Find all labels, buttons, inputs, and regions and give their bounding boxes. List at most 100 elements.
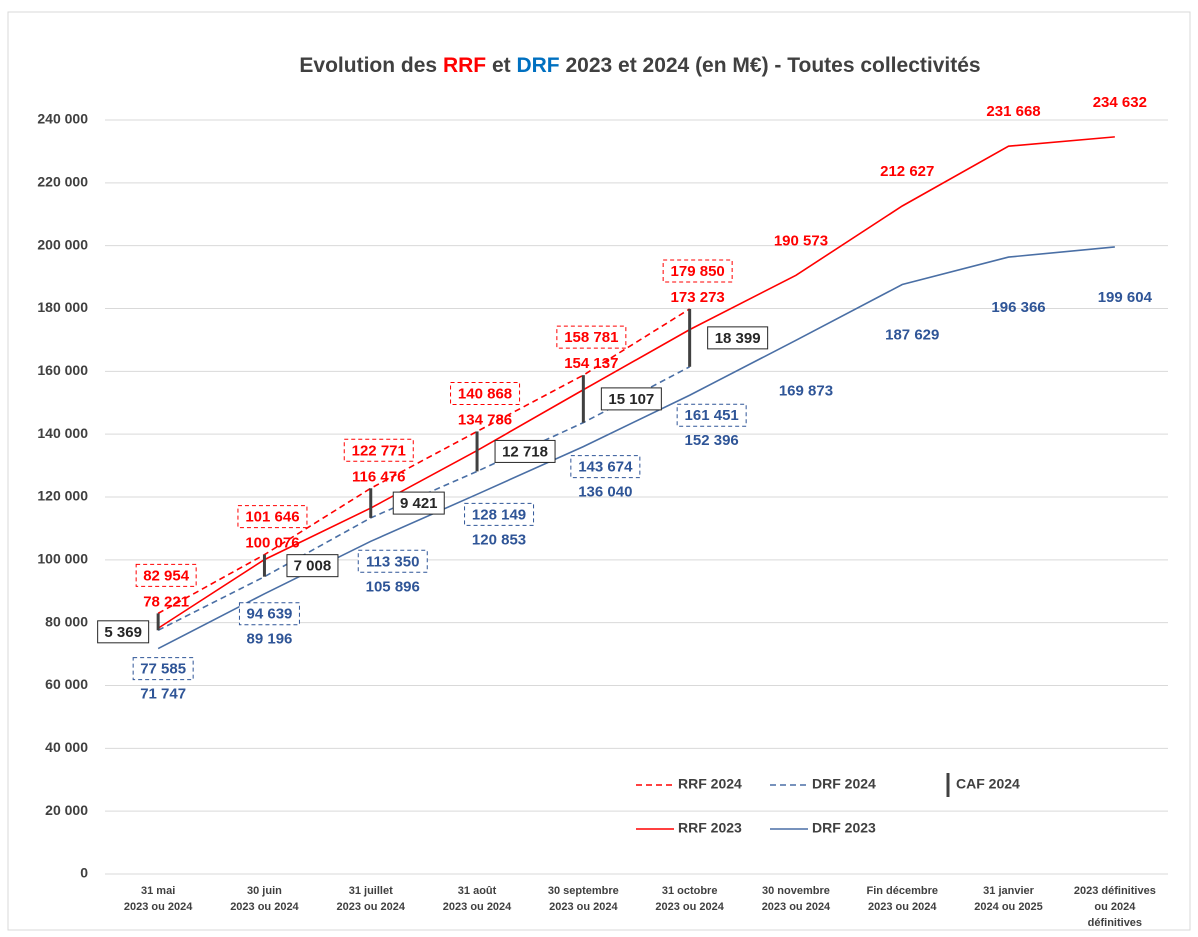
x-tick-label: 31 août xyxy=(458,885,497,897)
data-label: 101 646 xyxy=(245,509,299,526)
data-label: 173 273 xyxy=(671,289,725,306)
data-label: 234 632 xyxy=(1093,94,1147,111)
y-tick-label: 140 000 xyxy=(37,425,88,441)
data-label: 212 627 xyxy=(880,163,934,180)
data-label: 82 954 xyxy=(143,567,190,584)
x-tick-label: 2023 ou 2024 xyxy=(868,901,937,913)
label-box xyxy=(570,455,641,479)
label-box xyxy=(662,259,733,283)
caf-label-box xyxy=(600,387,662,411)
data-label: 187 629 xyxy=(885,327,939,344)
data-label: 100 076 xyxy=(245,535,299,552)
data-label: 12 718 xyxy=(502,443,548,460)
y-tick-label: 240 000 xyxy=(37,111,88,127)
caf-label-box xyxy=(97,620,150,644)
caf-label-box xyxy=(494,439,556,463)
x-tick-label: 31 juillet xyxy=(349,885,393,897)
x-tick-label: 2023 ou 2024 xyxy=(443,901,512,913)
legend-label: CAF 2024 xyxy=(956,776,1020,792)
data-label: 9 421 xyxy=(400,495,438,512)
data-label: 128 149 xyxy=(472,506,526,523)
title-part: 2023 et 2024 (en M€) - Toutes collectivi… xyxy=(560,54,981,77)
x-tick-label: 2023 définitives xyxy=(1074,885,1156,897)
series-line xyxy=(157,136,1115,629)
label-box xyxy=(238,602,300,626)
data-label: 15 107 xyxy=(608,391,654,408)
data-label: 190 573 xyxy=(774,232,828,249)
x-tick-label: 30 novembre xyxy=(762,885,830,897)
data-label: 122 771 xyxy=(352,442,406,459)
legend-label: DRF 2024 xyxy=(812,776,876,792)
y-tick-label: 200 000 xyxy=(37,236,88,252)
data-label: 105 896 xyxy=(366,578,420,595)
label-box xyxy=(357,549,428,573)
data-label: 196 366 xyxy=(991,299,1045,316)
x-tick-label: 2024 ou 2025 xyxy=(974,901,1043,913)
data-label: 94 639 xyxy=(247,606,293,623)
x-tick-label: 2023 ou 2024 xyxy=(762,901,831,913)
caf-label-box xyxy=(392,491,445,515)
legend-label: RRF 2024 xyxy=(678,776,742,792)
data-label: 179 850 xyxy=(671,263,725,280)
y-tick-label: 80 000 xyxy=(45,613,88,629)
x-tick-label: ou 2024 xyxy=(1094,901,1136,913)
x-tick-label: 31 octobre xyxy=(662,885,718,897)
y-tick-label: 40 000 xyxy=(45,739,88,755)
data-label: 152 396 xyxy=(685,432,739,449)
data-label: 78 221 xyxy=(143,593,189,610)
y-tick-label: 160 000 xyxy=(37,362,88,378)
x-tick-label: 2023 ou 2024 xyxy=(337,901,406,913)
data-label: 77 585 xyxy=(140,661,186,678)
label-box xyxy=(556,325,627,349)
title-part: RRF xyxy=(443,54,486,77)
y-tick-label: 60 000 xyxy=(45,676,88,692)
data-label: 89 196 xyxy=(247,631,293,648)
data-label: 120 853 xyxy=(472,531,526,548)
x-tick-label: 31 mai xyxy=(141,885,175,897)
series-line xyxy=(157,308,691,615)
x-tick-label: 2023 ou 2024 xyxy=(655,901,724,913)
data-label: 18 399 xyxy=(715,330,761,347)
x-tick-label: définitives xyxy=(1088,917,1142,929)
title-part: DRF xyxy=(516,54,559,77)
y-tick-label: 220 000 xyxy=(37,174,88,190)
data-label: 199 604 xyxy=(1098,289,1153,306)
data-label: 5 369 xyxy=(104,624,142,641)
data-label: 134 786 xyxy=(458,411,512,428)
x-tick-label: 30 juin xyxy=(247,885,282,897)
data-label: 7 008 xyxy=(294,558,332,575)
y-tick-label: 20 000 xyxy=(45,802,88,818)
series-line xyxy=(157,366,691,631)
data-label: 231 668 xyxy=(986,103,1040,120)
data-label: 140 868 xyxy=(458,385,512,402)
label-box xyxy=(135,563,197,587)
title-part: et xyxy=(486,54,516,77)
data-label: 161 451 xyxy=(685,407,739,424)
y-tick-label: 120 000 xyxy=(37,488,88,504)
x-tick-label: 31 janvier xyxy=(983,885,1034,897)
data-label: 116 476 xyxy=(352,468,405,485)
y-tick-label: 180 000 xyxy=(37,299,88,315)
caf-label-box xyxy=(286,554,339,578)
label-box xyxy=(343,438,414,462)
label-box xyxy=(132,657,194,681)
x-tick-label: 2023 ou 2024 xyxy=(124,901,193,913)
label-box xyxy=(450,381,521,405)
data-label: 169 873 xyxy=(779,382,833,399)
label-box xyxy=(676,403,747,427)
y-tick-label: 0 xyxy=(80,865,88,881)
x-tick-label: 2023 ou 2024 xyxy=(230,901,299,913)
x-tick-label: Fin décembre xyxy=(866,885,938,897)
label-box xyxy=(464,502,535,526)
data-label: 143 674 xyxy=(578,459,633,476)
data-label: 71 747 xyxy=(140,686,186,703)
title-part: Evolution des xyxy=(299,54,443,77)
data-label: 158 781 xyxy=(564,329,618,346)
y-tick-label: 100 000 xyxy=(37,551,88,567)
data-label: 154 137 xyxy=(564,355,618,372)
label-box xyxy=(237,505,308,529)
data-label: 113 350 xyxy=(366,553,419,570)
data-label: 136 040 xyxy=(578,484,632,501)
chart-title: Evolution des RRF et DRF 2023 et 2024 (e… xyxy=(299,54,980,77)
